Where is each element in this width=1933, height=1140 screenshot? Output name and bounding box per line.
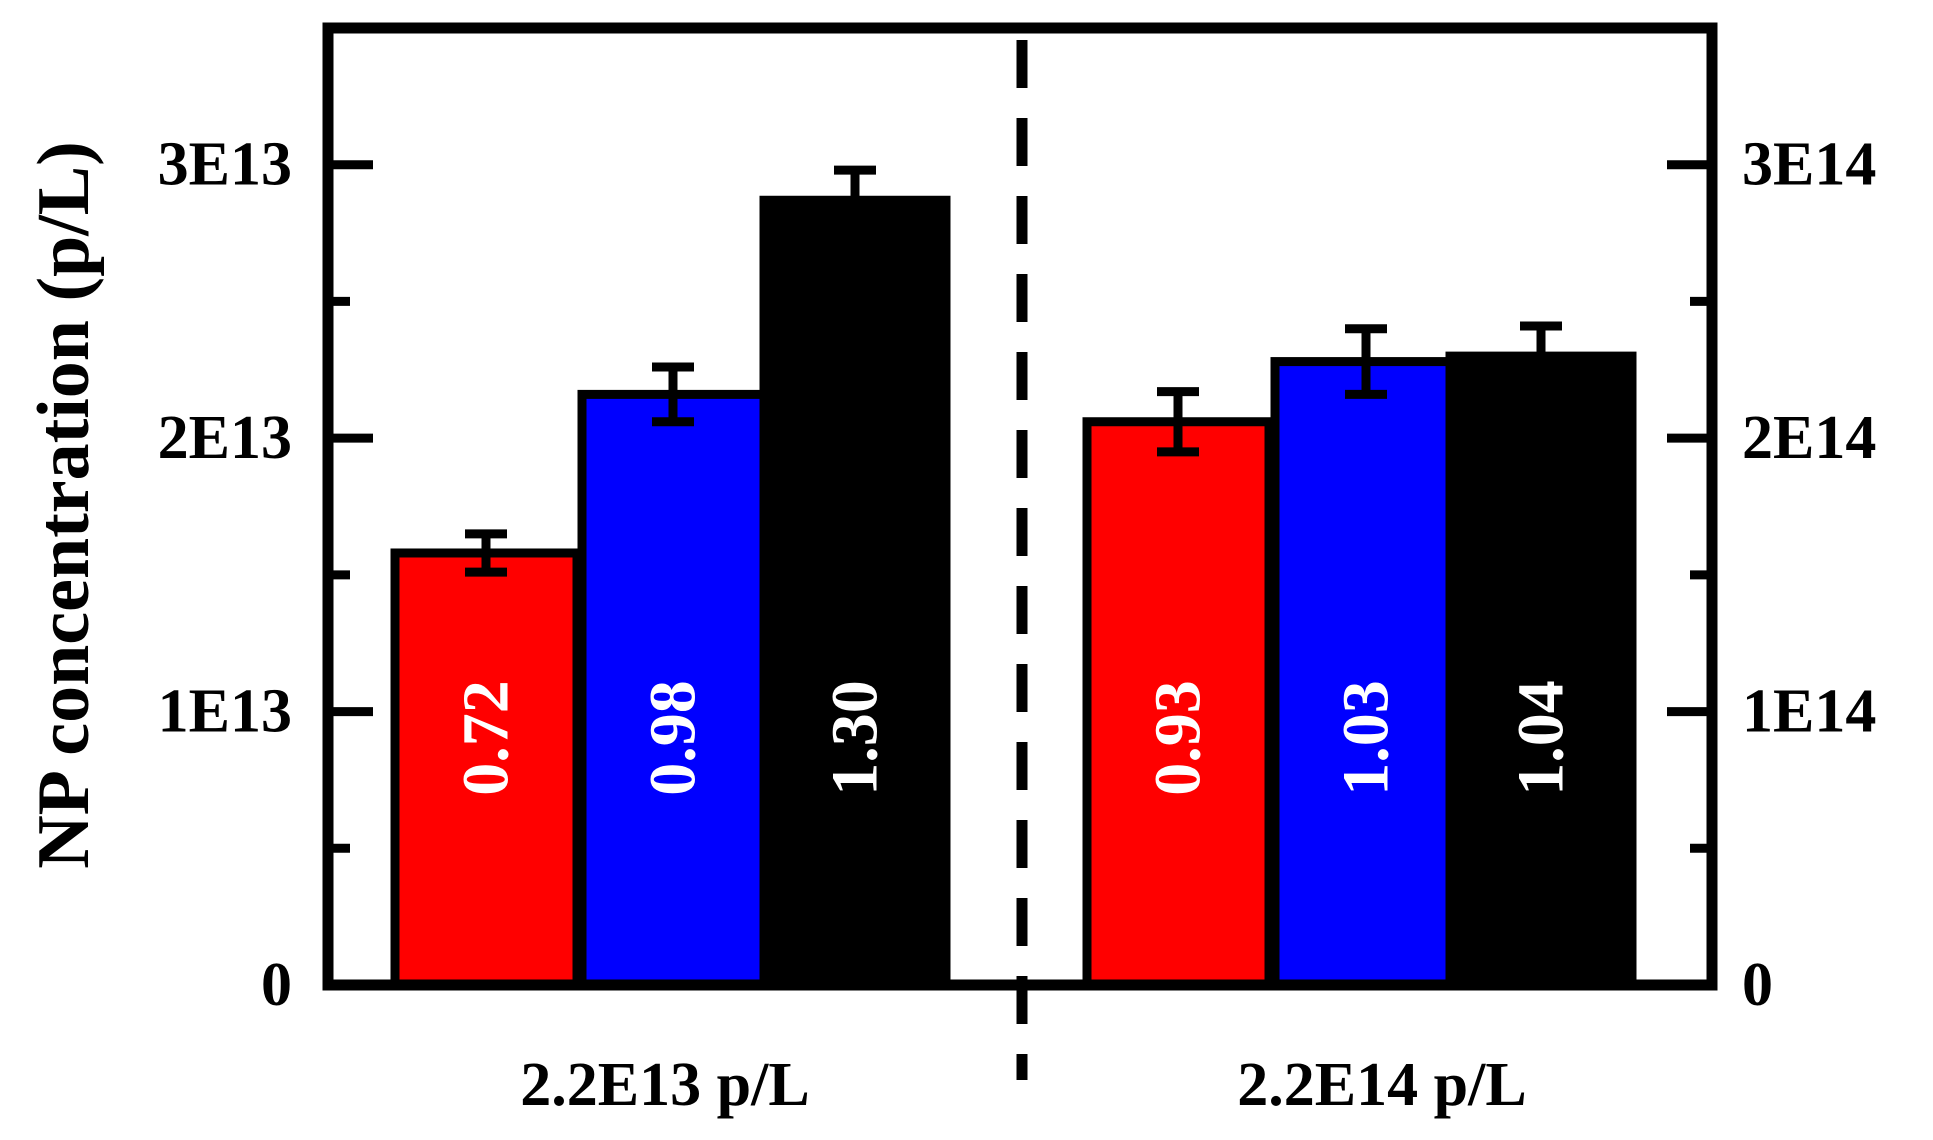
- bar-1-1: [1270, 357, 1462, 990]
- plot-area: 0.72 0.98 1.30 2.2E13 p/L 0.93 1.03 1.04 2.2E14…: [158, 22, 1876, 1119]
- right-tick-label: 0: [1742, 951, 1773, 1019]
- left-tick-label: 1E13: [158, 678, 292, 746]
- bar-value-label: 0.98: [637, 680, 710, 796]
- bar-1-0: [1082, 417, 1274, 990]
- y-axis-label: NP concentration (p/L): [23, 141, 105, 869]
- category-label: 2.2E14 p/L: [1237, 1051, 1526, 1119]
- bar-value-label: 0.72: [450, 680, 523, 796]
- left-tick-label: 3E13: [158, 131, 292, 199]
- bar-0-1: [577, 389, 769, 990]
- right-tick-label: 2E14: [1742, 404, 1876, 472]
- bar-0-2: [759, 195, 951, 990]
- bar-value-label: 0.93: [1142, 680, 1215, 796]
- right-tick-label: 1E14: [1742, 678, 1876, 746]
- right-tick-label: 3E14: [1742, 131, 1876, 199]
- left-tick-label: 2E13: [158, 404, 292, 472]
- bar-value-label: 1.04: [1505, 680, 1578, 796]
- plot-frame: [322, 22, 1718, 991]
- bar-value-label: 1.30: [819, 680, 892, 796]
- bar-value-label: 1.03: [1330, 680, 1403, 796]
- bar-1-2: [1445, 351, 1637, 990]
- left-tick-label: 0: [261, 951, 292, 1019]
- category-label: 2.2E13 p/L: [520, 1051, 809, 1119]
